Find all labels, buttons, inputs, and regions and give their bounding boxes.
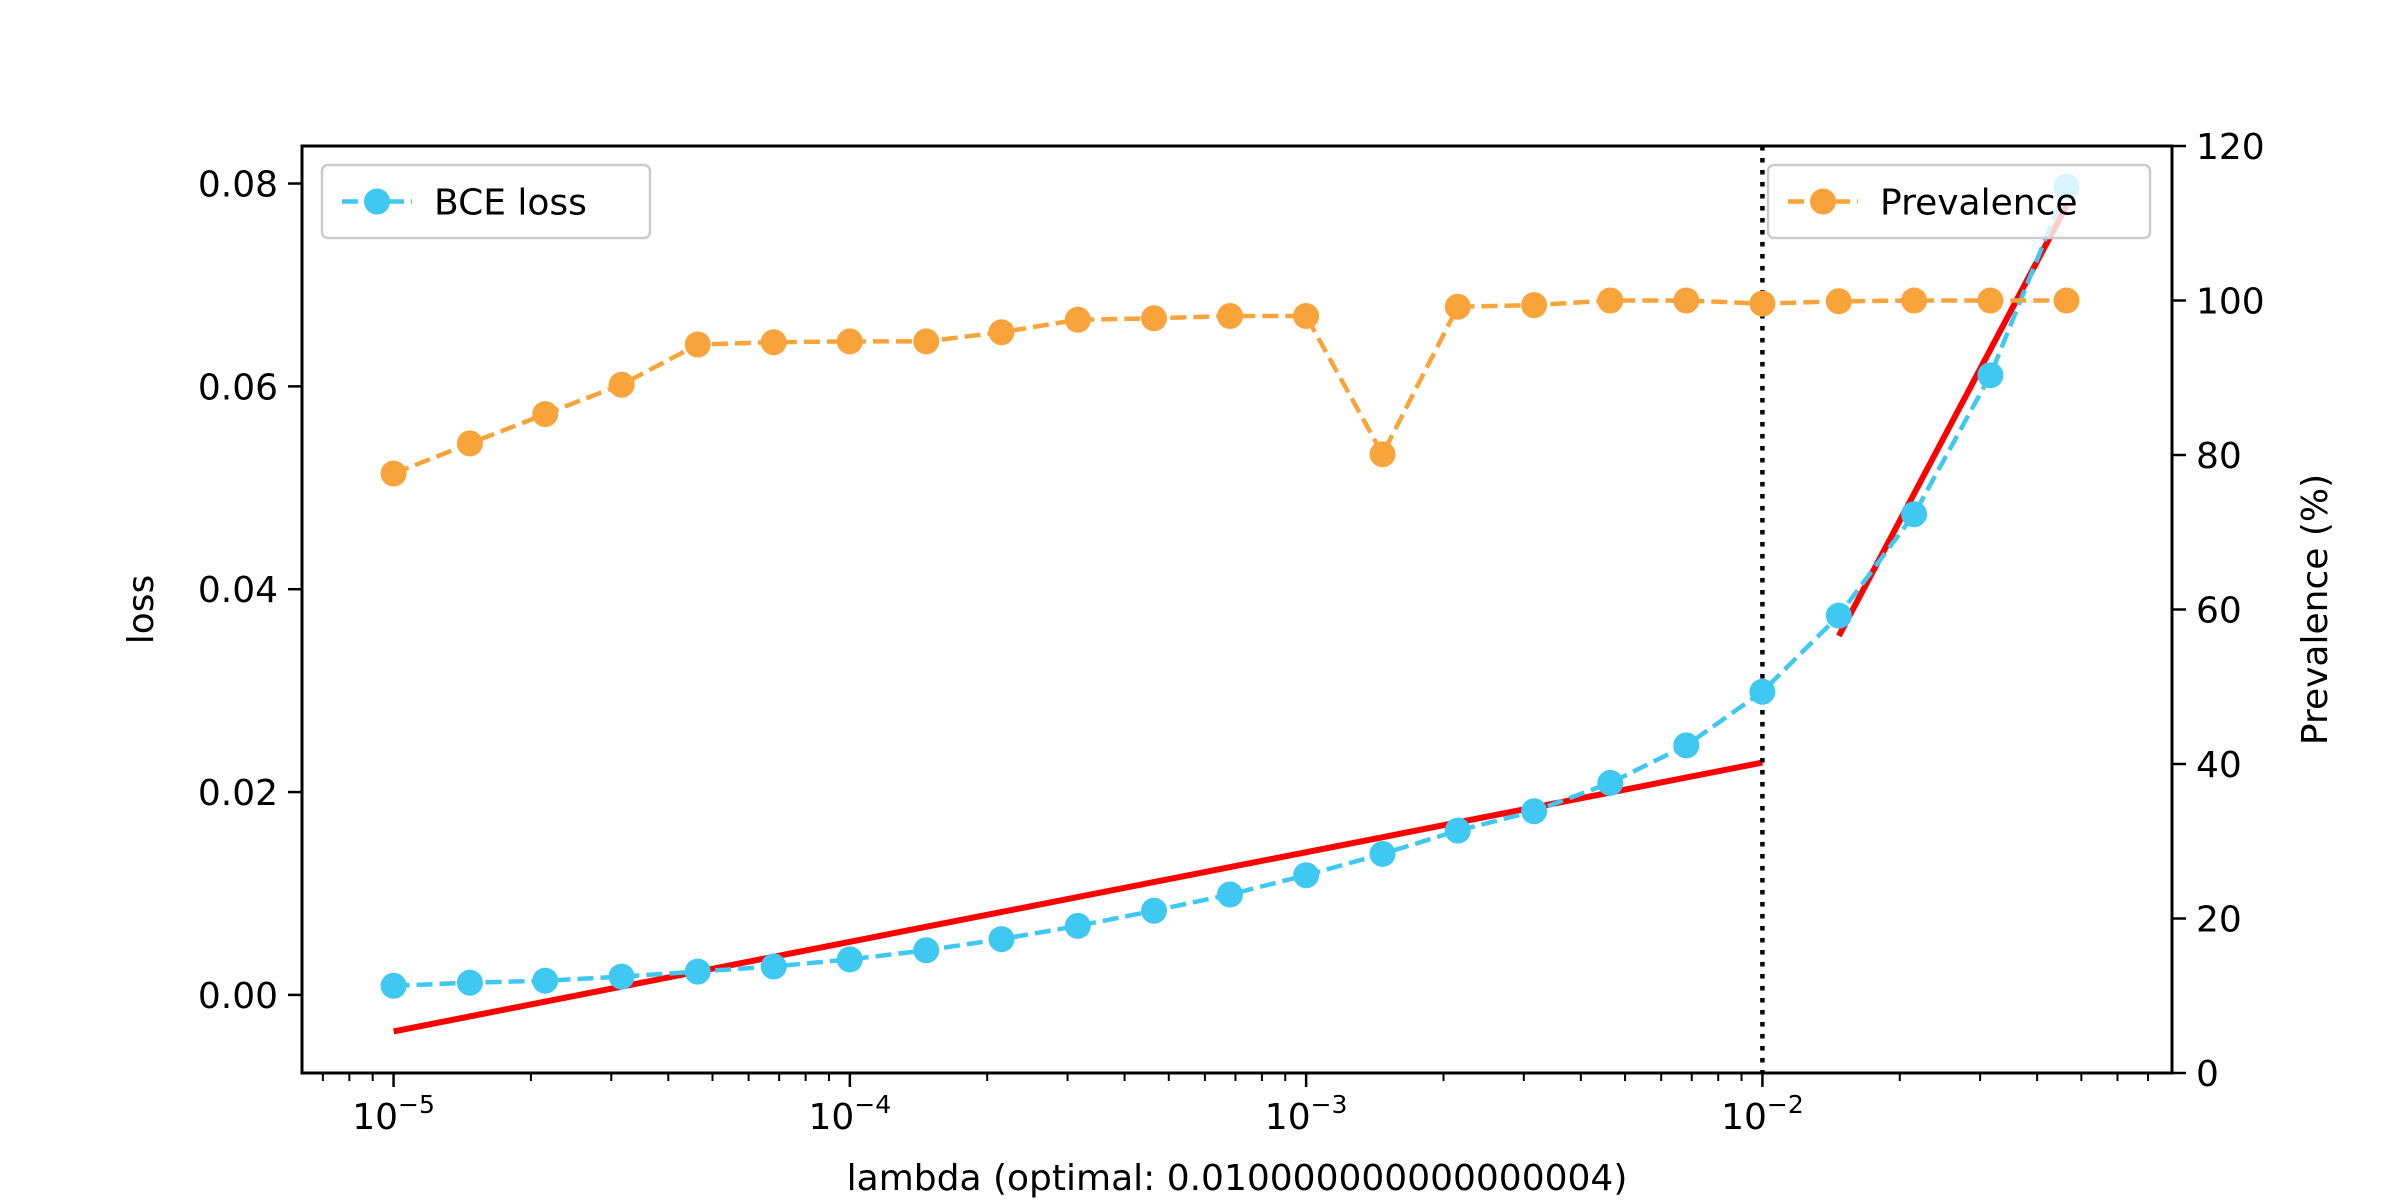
data-point-prevalence	[836, 328, 863, 355]
plot-area	[302, 146, 2172, 1073]
data-point-prevalence	[1977, 287, 2004, 314]
y-left-tick-label: 0.08	[198, 165, 278, 206]
y-right-tick-label: 100	[2196, 282, 2265, 323]
legend-marker-swatch	[364, 188, 390, 215]
legend-box	[320, 163, 652, 240]
y-right-tick-label: 20	[2196, 900, 2242, 941]
data-point-bce-loss	[1597, 769, 1624, 796]
y-right-tick-label: 0	[2196, 1054, 2219, 1095]
legend-prevalence: Prevalence	[1766, 163, 2152, 240]
x-tick-label: 10−5	[352, 1090, 435, 1138]
data-point-prevalence	[608, 371, 635, 398]
y-right-tick-label: 80	[2196, 436, 2242, 477]
data-point-bce-loss	[1064, 912, 1091, 939]
data-point-prevalence	[1901, 287, 1928, 314]
x-axis-label: lambda (optimal: 0.010000000000000004)	[847, 1158, 1628, 1199]
data-point-bce-loss	[1749, 678, 1776, 705]
data-point-bce-loss	[913, 937, 940, 964]
data-point-prevalence	[1749, 290, 1776, 317]
data-point-bce-loss	[988, 926, 1015, 953]
data-point-prevalence	[456, 430, 483, 457]
data-point-prevalence	[532, 401, 559, 428]
data-point-prevalence	[913, 328, 940, 355]
data-point-prevalence	[1293, 303, 1320, 329]
x-tick-label: 10−3	[1265, 1090, 1348, 1138]
y-right-tick-label: 120	[2196, 127, 2265, 168]
data-point-bce-loss	[836, 946, 863, 973]
x-tick-label: 10−2	[1721, 1090, 1804, 1138]
y-right-tick-label: 60	[2196, 591, 2242, 632]
data-point-bce-loss	[380, 972, 407, 999]
data-point-bce-loss	[1521, 798, 1548, 825]
legend-box	[1766, 163, 2152, 240]
data-point-bce-loss	[760, 953, 787, 980]
data-point-bce-loss	[1673, 732, 1700, 759]
legend-marker-swatch	[1810, 188, 1836, 215]
y-left-tick-label: 0.06	[198, 367, 278, 408]
legend-bce-loss: BCE loss	[320, 163, 652, 240]
data-point-prevalence	[1673, 287, 1700, 314]
data-point-prevalence	[1217, 303, 1243, 329]
data-point-prevalence	[2053, 287, 2080, 314]
data-point-bce-loss	[608, 963, 635, 990]
data-point-prevalence	[1141, 305, 1167, 332]
data-point-prevalence	[1521, 292, 1548, 319]
data-point-prevalence	[1064, 306, 1091, 333]
data-point-bce-loss	[1141, 897, 1167, 924]
data-point-prevalence	[1597, 287, 1624, 314]
y-left-tick-label: 0.00	[198, 976, 278, 1017]
data-point-prevalence	[380, 460, 407, 487]
data-point-prevalence	[1825, 288, 1852, 315]
data-point-prevalence	[1369, 441, 1396, 468]
data-point-bce-loss	[1369, 840, 1396, 867]
y-left-tick-label: 0.02	[198, 773, 278, 814]
data-point-bce-loss	[1825, 602, 1852, 629]
data-point-bce-loss	[1977, 362, 2004, 389]
y-left-axis-label: loss	[121, 575, 162, 645]
data-point-bce-loss	[684, 958, 711, 985]
data-point-bce-loss	[1217, 881, 1243, 908]
y-right-axis-label: Prevalence (%)	[2295, 474, 2336, 745]
x-tick-label: 10−4	[809, 1090, 892, 1138]
data-point-bce-loss	[532, 967, 559, 994]
legend-label: BCE loss	[434, 183, 587, 224]
y-left-tick-label: 0.04	[198, 570, 278, 611]
y-right-tick-label: 40	[2196, 745, 2242, 786]
data-point-bce-loss	[1444, 817, 1471, 844]
data-point-bce-loss	[456, 969, 483, 996]
data-point-prevalence	[684, 331, 711, 358]
data-point-bce-loss	[1901, 501, 1928, 528]
legend-label: Prevalence	[1880, 183, 2078, 224]
data-point-prevalence	[988, 319, 1015, 346]
data-point-prevalence	[760, 329, 787, 356]
data-point-prevalence	[1444, 293, 1471, 320]
data-point-bce-loss	[1293, 862, 1320, 889]
